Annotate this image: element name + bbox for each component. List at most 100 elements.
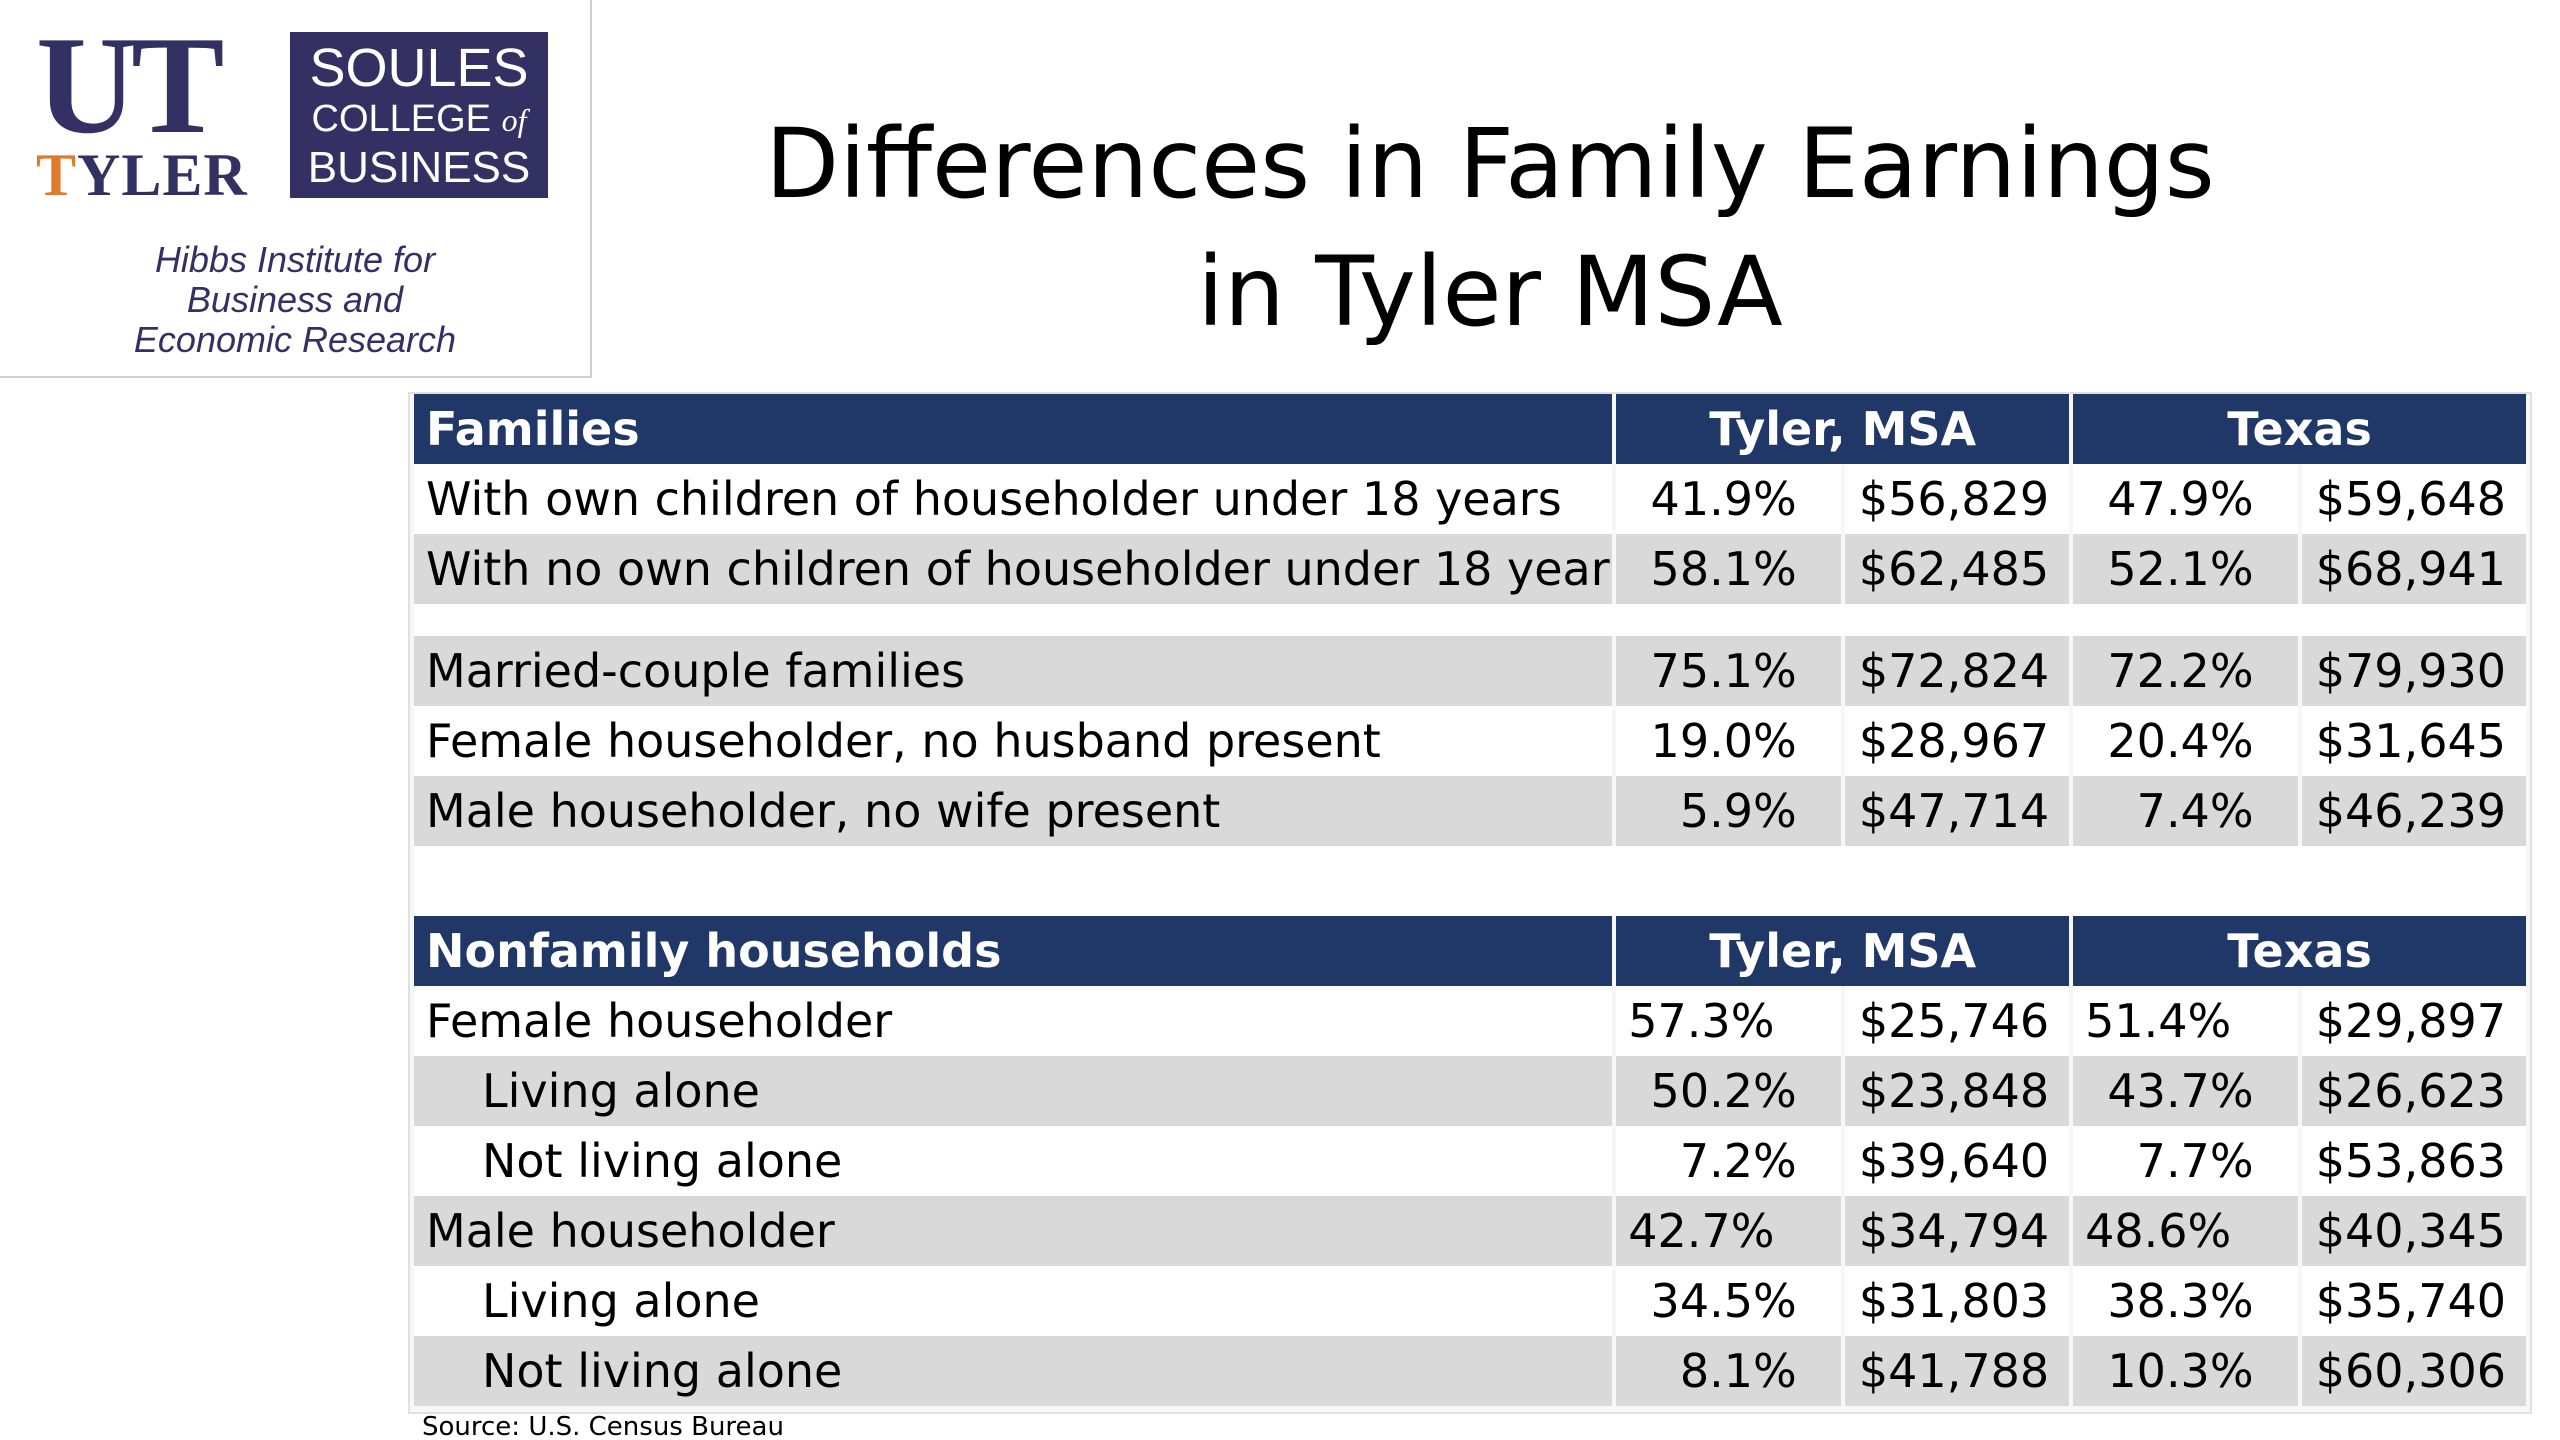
table-row: Female householder 57.3% $25,746 51.4% $29,8… (414, 986, 2526, 1056)
source-note: Source: U.S. Census Bureau (422, 1412, 784, 1440)
spacer-row (414, 604, 2526, 636)
tyler-pct-cell: 34.5% (1616, 1266, 1841, 1336)
texas-income-cell: $26,623 (2301, 1056, 2526, 1126)
logo-panel: UT TYLER SOULES COLLEGE of BUSINESS Hibb… (0, 0, 592, 378)
row-label: Not living alone (414, 1336, 1613, 1406)
spacer-cell (414, 604, 2526, 636)
row-label: Living alone (414, 1056, 1613, 1126)
hibbs-line3: Economic Research (133, 319, 457, 360)
tyler-pct-cell: 57.3% (1616, 986, 1841, 1056)
earnings-table-container: Families Tyler, MSA Texas With own child… (408, 392, 2532, 1414)
spacer-cell (414, 846, 2526, 916)
families-header-texas: Texas (2073, 394, 2526, 464)
tyler-rest-letters: YLER (77, 142, 248, 208)
texas-income-cell: $60,306 (2301, 1336, 2526, 1406)
row-label: Female householder, no husband present (414, 706, 1613, 776)
texas-pct-cell: 48.6% (2073, 1196, 2298, 1266)
nonfamily-header-tyler: Tyler, MSA (1616, 916, 2070, 986)
tyler-income-cell: $41,788 (1844, 1336, 2070, 1406)
texas-pct-cell: 52.1% (2073, 534, 2298, 604)
table-row: Married-couple families 75.1% $72,824 72.2%… (414, 636, 2526, 706)
table-row: With no own children of householder unde… (414, 534, 2526, 604)
texas-pct-cell: 51.4% (2073, 986, 2298, 1056)
earnings-table: Families Tyler, MSA Texas With own child… (410, 394, 2530, 1406)
tyler-income-cell: $34,794 (1844, 1196, 2070, 1266)
tyler-pct-cell: 58.1% (1616, 534, 1841, 604)
texas-income-cell: $40,345 (2301, 1196, 2526, 1266)
tyler-pct-cell: 50.2% (1616, 1056, 1841, 1126)
tyler-pct-cell: 7.2% (1616, 1126, 1841, 1196)
texas-income-cell: $35,740 (2301, 1266, 2526, 1336)
soules-line2: COLLEGE of (290, 96, 548, 143)
row-label: With no own children of householder unde… (414, 534, 1613, 604)
texas-pct-cell: 7.4% (2073, 776, 2298, 846)
row-label: Female householder (414, 986, 1613, 1056)
table-row: Not living alone 8.1% $41,788 10.3% $60,306 (414, 1336, 2526, 1406)
table-row: Male householder, no wife present 5.9% $47… (414, 776, 2526, 846)
hibbs-line1: Hibbs Institute for (154, 239, 436, 280)
texas-pct-cell: 72.2% (2073, 636, 2298, 706)
row-label: With own children of householder under 1… (414, 464, 1613, 534)
soules-of-text: of (501, 102, 527, 138)
table-row: Living alone 50.2% $23,848 43.7% $26,623 (414, 1056, 2526, 1126)
nonfamily-header-texas: Texas (2073, 916, 2526, 986)
row-label: Married-couple families (414, 636, 1613, 706)
texas-income-cell: $59,648 (2301, 464, 2526, 534)
nonfamily-header-label: Nonfamily households (414, 916, 1613, 986)
tyler-income-cell: $39,640 (1844, 1126, 2070, 1196)
tyler-pct-cell: 42.7% (1616, 1196, 1841, 1266)
texas-pct-cell: 20.4% (2073, 706, 2298, 776)
row-label: Male householder (414, 1196, 1613, 1266)
spacer-row (414, 846, 2526, 916)
tyler-income-cell: $72,824 (1844, 636, 2070, 706)
slide-title-line2: in Tyler MSA (1197, 236, 1783, 348)
texas-income-cell: $79,930 (2301, 636, 2526, 706)
hibbs-line2: Business and (186, 279, 404, 320)
table-row: Not living alone 7.2% $39,640 7.7% $53,863 (414, 1126, 2526, 1196)
tyler-pct-cell: 5.9% (1616, 776, 1841, 846)
soules-college-text: COLLEGE (311, 98, 492, 140)
ut-tyler-logo: UT TYLER (36, 16, 276, 209)
table-row: With own children of householder under 1… (414, 464, 2526, 534)
soules-college-logo: SOULES COLLEGE of BUSINESS (290, 32, 548, 198)
tyler-wordmark: TYLER (36, 142, 248, 208)
hibbs-institute-name: Hibbs Institute for Business and Economi… (40, 240, 550, 360)
families-header-label: Families (414, 394, 1613, 464)
texas-income-cell: $68,941 (2301, 534, 2526, 604)
ut-letters: UT (36, 8, 225, 163)
nonfamily-header-row: Nonfamily households Tyler, MSA Texas (414, 916, 2526, 986)
tyler-income-cell: $23,848 (1844, 1056, 2070, 1126)
texas-income-cell: $31,645 (2301, 706, 2526, 776)
texas-income-cell: $46,239 (2301, 776, 2526, 846)
texas-pct-cell: 47.9% (2073, 464, 2298, 534)
tyler-income-cell: $56,829 (1844, 464, 2070, 534)
texas-pct-cell: 7.7% (2073, 1126, 2298, 1196)
families-header-row: Families Tyler, MSA Texas (414, 394, 2526, 464)
soules-line3: BUSINESS (307, 143, 531, 192)
texas-pct-cell: 43.7% (2073, 1056, 2298, 1126)
table-row: Female householder, no husband present 19… (414, 706, 2526, 776)
table-row: Living alone 34.5% $31,803 38.3% $35,740 (414, 1266, 2526, 1336)
tyler-first-letter: T (36, 142, 78, 208)
tyler-income-cell: $25,746 (1844, 986, 2070, 1056)
soules-line1: SOULES (309, 38, 529, 98)
row-label: Living alone (414, 1266, 1613, 1336)
tyler-pct-cell: 75.1% (1616, 636, 1841, 706)
slide-title: Differences in Family Earnings in Tyler … (640, 100, 2340, 356)
texas-pct-cell: 38.3% (2073, 1266, 2298, 1336)
tyler-income-cell: $47,714 (1844, 776, 2070, 846)
table-row: Male householder 42.7% $34,794 48.6% $40,345 (414, 1196, 2526, 1266)
tyler-pct-cell: 41.9% (1616, 464, 1841, 534)
slide-title-line1: Differences in Family Earnings (765, 108, 2215, 220)
row-label: Not living alone (414, 1126, 1613, 1196)
tyler-income-cell: $28,967 (1844, 706, 2070, 776)
families-header-tyler: Tyler, MSA (1616, 394, 2070, 464)
texas-income-cell: $53,863 (2301, 1126, 2526, 1196)
texas-income-cell: $29,897 (2301, 986, 2526, 1056)
row-label: Male householder, no wife present (414, 776, 1613, 846)
tyler-income-cell: $31,803 (1844, 1266, 2070, 1336)
tyler-pct-cell: 8.1% (1616, 1336, 1841, 1406)
tyler-pct-cell: 19.0% (1616, 706, 1841, 776)
texas-pct-cell: 10.3% (2073, 1336, 2298, 1406)
tyler-income-cell: $62,485 (1844, 534, 2070, 604)
